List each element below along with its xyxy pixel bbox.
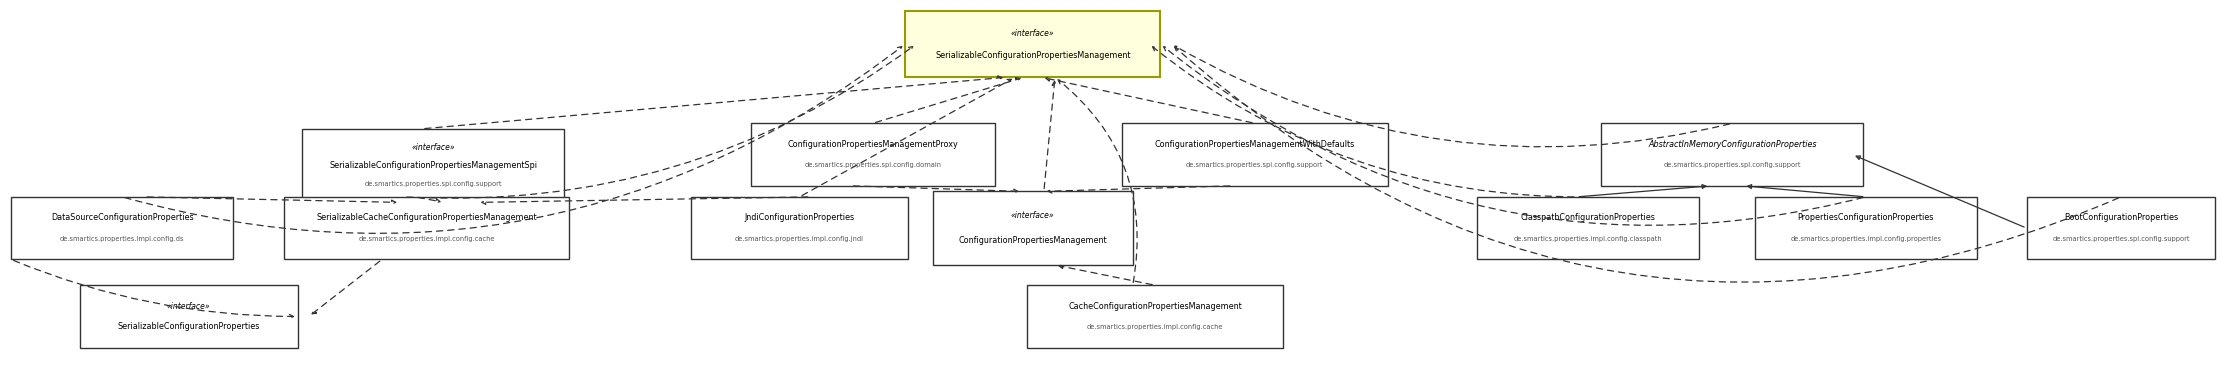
Text: de.smartics.properties.impl.config.classpath: de.smartics.properties.impl.config.class… (1515, 236, 1661, 241)
Text: «interface»: «interface» (411, 143, 455, 152)
Text: de.smartics.properties.impl.config.cache: de.smartics.properties.impl.config.cache (1086, 324, 1224, 330)
FancyBboxPatch shape (1755, 197, 1977, 259)
FancyBboxPatch shape (1026, 285, 1284, 348)
Text: CacheConfigurationPropertiesManagement: CacheConfigurationPropertiesManagement (1068, 301, 1242, 311)
Text: PropertiesConfigurationProperties: PropertiesConfigurationProperties (1797, 213, 1934, 222)
FancyBboxPatch shape (284, 197, 569, 259)
FancyBboxPatch shape (2026, 197, 2214, 259)
Text: de.smartics.properties.impl.config.properties: de.smartics.properties.impl.config.prope… (1790, 236, 1941, 241)
FancyBboxPatch shape (1601, 123, 1863, 186)
Text: SerializableCacheConfigurationPropertiesManagement: SerializableCacheConfigurationProperties… (315, 213, 537, 222)
FancyBboxPatch shape (302, 129, 564, 202)
FancyBboxPatch shape (906, 11, 1162, 77)
FancyBboxPatch shape (1477, 197, 1699, 259)
Text: de.smartics.properties.impl.config.jndi: de.smartics.properties.impl.config.jndi (735, 236, 864, 241)
FancyBboxPatch shape (11, 197, 233, 259)
Text: ConfigurationPropertiesManagement: ConfigurationPropertiesManagement (959, 236, 1106, 245)
Text: BootConfigurationProperties: BootConfigurationProperties (2063, 213, 2179, 222)
FancyBboxPatch shape (691, 197, 908, 259)
Text: «interface»: «interface» (1011, 211, 1055, 220)
Text: JndiConfigurationProperties: JndiConfigurationProperties (744, 213, 855, 222)
Text: DataSourceConfigurationProperties: DataSourceConfigurationProperties (51, 213, 193, 222)
Text: de.smartics.properties.impl.config.ds: de.smartics.properties.impl.config.ds (60, 236, 184, 241)
Text: de.smartics.properties.spi.config.support: de.smartics.properties.spi.config.suppor… (1664, 162, 1801, 168)
Text: AbstractInMemoryConfigurationProperties: AbstractInMemoryConfigurationProperties (1648, 139, 1817, 149)
FancyBboxPatch shape (80, 285, 298, 348)
Text: «interface»: «interface» (1011, 29, 1055, 38)
Text: «interface»: «interface» (167, 301, 211, 311)
Text: de.smartics.properties.spi.config.support: de.smartics.properties.spi.config.suppor… (364, 181, 502, 187)
Text: de.smartics.properties.impl.config.cache: de.smartics.properties.impl.config.cache (358, 236, 495, 241)
FancyBboxPatch shape (751, 123, 995, 186)
FancyBboxPatch shape (1122, 123, 1388, 186)
Text: ConfigurationPropertiesManagementWithDefaults: ConfigurationPropertiesManagementWithDef… (1155, 139, 1355, 149)
FancyBboxPatch shape (933, 191, 1133, 265)
Text: SerializableConfigurationPropertiesManagementSpi: SerializableConfigurationPropertiesManag… (329, 161, 537, 170)
Text: SerializableConfigurationProperties: SerializableConfigurationProperties (118, 322, 260, 332)
Text: SerializableConfigurationPropertiesManagement: SerializableConfigurationPropertiesManag… (935, 51, 1130, 60)
Text: ConfigurationPropertiesManagementProxy: ConfigurationPropertiesManagementProxy (788, 139, 957, 149)
Text: ClasspathConfigurationProperties: ClasspathConfigurationProperties (1521, 213, 1655, 222)
Text: de.smartics.properties.spi.config.support: de.smartics.properties.spi.config.suppor… (1186, 162, 1324, 168)
Text: de.smartics.properties.spi.config.domain: de.smartics.properties.spi.config.domain (804, 162, 942, 168)
Text: de.smartics.properties.spi.config.support: de.smartics.properties.spi.config.suppor… (2052, 236, 2190, 241)
